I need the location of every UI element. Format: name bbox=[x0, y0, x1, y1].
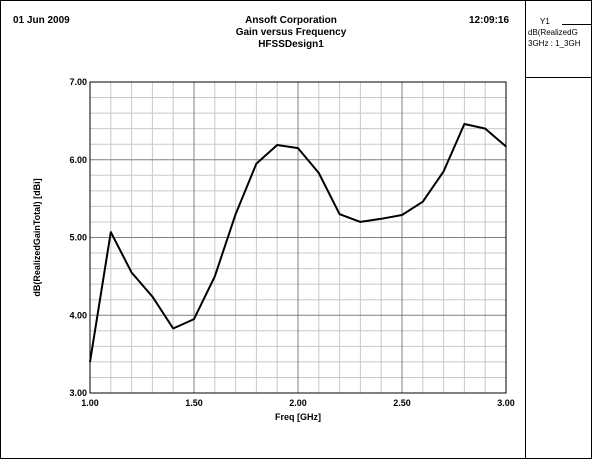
data-point[interactable] bbox=[505, 145, 507, 148]
report-time: 12:09:16 bbox=[469, 15, 510, 26]
legend-line-swatch bbox=[562, 24, 592, 25]
data-point[interactable] bbox=[380, 218, 383, 220]
data-point[interactable] bbox=[234, 213, 237, 215]
gain-chart[interactable]: 1.00 1.50 2.00 2.50 3.00 3.00 4.00 5.00 6.00 7.0… bbox=[0, 0, 524, 459]
plot-area bbox=[89, 81, 507, 394]
data-point[interactable] bbox=[422, 200, 424, 203]
data-point[interactable] bbox=[338, 213, 341, 215]
data-point[interactable] bbox=[172, 327, 174, 330]
report-titles: Ansoft Corporation Gain versus Frequency… bbox=[141, 15, 441, 51]
y-tick-label: 3.00 bbox=[69, 388, 87, 398]
design-name: HFSSDesign1 bbox=[258, 39, 324, 50]
x-tick-label: 1.50 bbox=[185, 398, 203, 408]
data-point[interactable] bbox=[318, 172, 320, 174]
data-point[interactable] bbox=[297, 147, 299, 149]
major-grid bbox=[90, 82, 506, 393]
data-point[interactable] bbox=[463, 123, 466, 125]
data-point[interactable] bbox=[255, 162, 258, 165]
data-point[interactable] bbox=[151, 295, 154, 298]
x-axis-label: Freq [GHz] bbox=[275, 412, 321, 422]
legend[interactable]: Y1 dB(RealizedG 3GHz : 1_3GH bbox=[526, 1, 592, 78]
x-tick-label: 2.00 bbox=[289, 398, 307, 408]
data-point[interactable] bbox=[130, 271, 133, 274]
y-axis-label: dB(RealizedGainTotal) [dBi] bbox=[32, 178, 42, 296]
data-point[interactable] bbox=[110, 231, 112, 233]
data-point[interactable] bbox=[484, 127, 487, 130]
company-name: Ansoft Corporation bbox=[245, 15, 337, 26]
x-tick-label: 1.00 bbox=[81, 398, 99, 408]
legend-series-name: Y1 bbox=[540, 17, 550, 26]
x-tick-label: 2.50 bbox=[393, 398, 411, 408]
data-point[interactable] bbox=[442, 170, 445, 173]
legend-expression: dB(RealizedG bbox=[528, 28, 578, 37]
x-tick-label: 3.00 bbox=[497, 398, 515, 408]
data-point[interactable] bbox=[359, 221, 362, 223]
report-date: 01 Jun 2009 bbox=[13, 15, 70, 26]
y-axis-ticks: 3.00 4.00 5.00 6.00 7.00 bbox=[69, 77, 87, 398]
series-layer bbox=[89, 123, 507, 363]
data-point[interactable] bbox=[193, 318, 195, 320]
legend-panel: Y1 dB(RealizedG 3GHz : 1_3GH bbox=[525, 1, 592, 458]
y-tick-label: 4.00 bbox=[69, 310, 87, 320]
y-tick-label: 6.00 bbox=[69, 155, 87, 165]
data-point[interactable] bbox=[89, 361, 91, 363]
x-axis-ticks: 1.00 1.50 2.00 2.50 3.00 bbox=[81, 398, 515, 408]
data-point[interactable] bbox=[276, 144, 279, 146]
chart-title: Gain versus Frequency bbox=[235, 27, 347, 38]
y-tick-label: 5.00 bbox=[69, 233, 87, 243]
data-point[interactable] bbox=[214, 275, 216, 278]
data-point[interactable] bbox=[401, 214, 403, 216]
y-tick-label: 7.00 bbox=[69, 77, 87, 87]
legend-setup: 3GHz : 1_3GH bbox=[528, 39, 581, 48]
